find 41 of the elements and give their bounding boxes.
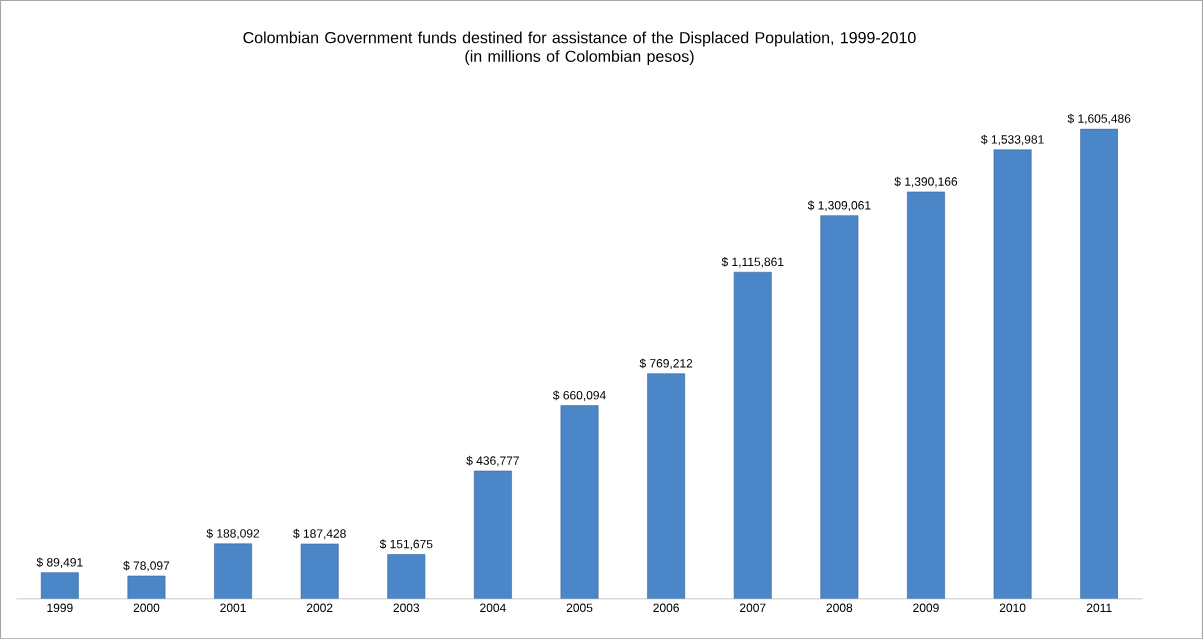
data-label: $ 436,777 [466,455,519,467]
x-tick-label: 2002 [306,603,333,612]
data-label: $ 769,212 [639,358,693,369]
x-tick-label: 2003 [393,603,420,612]
x-tick-label: 1999 [47,603,73,612]
x-tick-label: 2009 [913,603,939,612]
bar [820,215,859,599]
data-label: $ 1,390,166 [894,176,958,188]
data-label: $ 78,097 [123,560,170,572]
x-tick-label: 2000 [133,603,160,612]
x-tick-label: 2001 [220,603,246,612]
x-tick-label: 2008 [826,603,853,612]
data-label: $ 1,533,981 [981,134,1044,145]
bar [560,405,599,599]
bar [214,543,252,599]
bar [993,149,1032,599]
chart-title: Colombian Government funds destined for assistance of the Displaced Population, 1999-2010 [243,31,916,47]
data-label: $ 660,094 [552,390,606,401]
bar [647,373,686,599]
bar [40,572,79,599]
chart-subtitle: (in millions of Colombian pesos) [465,50,694,65]
bar [127,575,166,599]
x-tick-label: 2006 [653,603,679,612]
x-tick-label: 2007 [740,603,766,612]
bar [473,470,512,599]
data-label: $ 1,309,061 [807,200,871,211]
x-tick-label: 2010 [999,603,1026,612]
x-tick-label: 2005 [566,603,593,612]
bar [300,543,339,599]
data-label: $ 1,605,486 [1067,113,1131,124]
bar [907,191,945,599]
data-label: $ 89,491 [36,557,83,568]
bar [1080,128,1119,599]
x-tick-label: 2004 [480,603,506,612]
x-tick-label: 2011 [1086,603,1112,612]
data-label: $ 1,115,861 [721,256,784,268]
bar [387,553,426,599]
data-label: $ 188,092 [206,528,260,539]
data-label: $ 187,428 [293,528,346,540]
bar [733,271,772,599]
data-label: $ 151,675 [379,539,433,550]
